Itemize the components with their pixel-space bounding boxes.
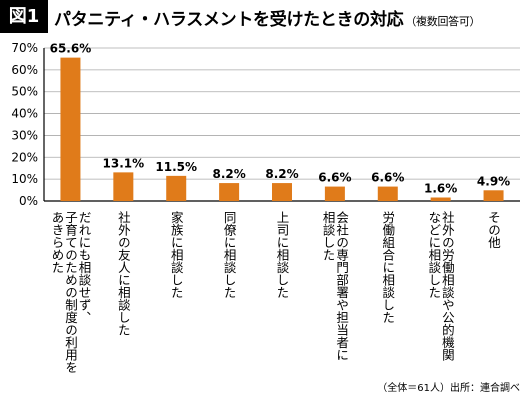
y-tick-label: 10%: [11, 172, 38, 186]
category-label: 労働組合に相談した: [380, 211, 395, 324]
y-tick-label: 20%: [11, 150, 38, 164]
bar: [272, 183, 292, 201]
data-label: 6.6%: [371, 171, 404, 185]
y-tick-label: 70%: [11, 41, 38, 55]
data-label: 8.2%: [265, 167, 298, 181]
footnote: （全体＝61人）出所：連合調べ: [377, 383, 520, 394]
category-label: 子育てのための制度の利用を: [63, 211, 78, 374]
data-label: 8.2%: [212, 167, 245, 181]
chart-title-main: パタニティ・ハラスメントを受けたときの対応: [54, 10, 404, 30]
category-label: その他: [486, 211, 501, 249]
category-label: 相談した: [321, 211, 336, 261]
y-tick-label: 50%: [11, 85, 38, 99]
category-label: 同僚に相談した: [222, 211, 237, 299]
data-label: 4.9%: [477, 174, 510, 188]
data-label: 1.6%: [424, 182, 457, 196]
category-label: 会社の専門部署や担当者に: [334, 211, 349, 361]
y-tick-label: 0%: [19, 194, 38, 208]
category-label: 家族に相談した: [169, 210, 184, 299]
data-label: 65.6%: [50, 42, 92, 56]
y-tick-label: 60%: [11, 63, 38, 77]
category-label: あきらめた: [49, 211, 64, 274]
bar: [430, 197, 451, 201]
chart-title: パタニティ・ハラスメントを受けたときの対応 （複数回答可）: [54, 5, 481, 30]
category-label: だれにも相談せず、: [76, 211, 91, 324]
bar: [324, 186, 345, 201]
category-label: 上司に相談した: [275, 211, 290, 299]
category-label: 社外の労働相談や公的機関: [440, 210, 455, 362]
title-bar: 図1 パタニティ・ハラスメントを受けたときの対応 （複数回答可）: [0, 0, 530, 33]
category-label: などに相談した: [426, 211, 441, 299]
category-label: 社外の友人に相談した: [116, 210, 131, 336]
bar: [113, 172, 134, 201]
bar: [219, 183, 240, 201]
y-tick-label: 30%: [11, 128, 38, 142]
data-label: 11.5%: [155, 160, 197, 174]
bar: [166, 175, 187, 201]
chart-subtitle: （複数回答可）: [405, 15, 481, 28]
data-label: 13.1%: [103, 156, 145, 170]
bar: [483, 190, 504, 201]
y-tick-label: 40%: [11, 107, 38, 121]
data-label: 6.6%: [318, 171, 351, 185]
bar: [60, 57, 81, 201]
bar: [377, 186, 398, 201]
figure-badge: 図1: [0, 0, 48, 33]
